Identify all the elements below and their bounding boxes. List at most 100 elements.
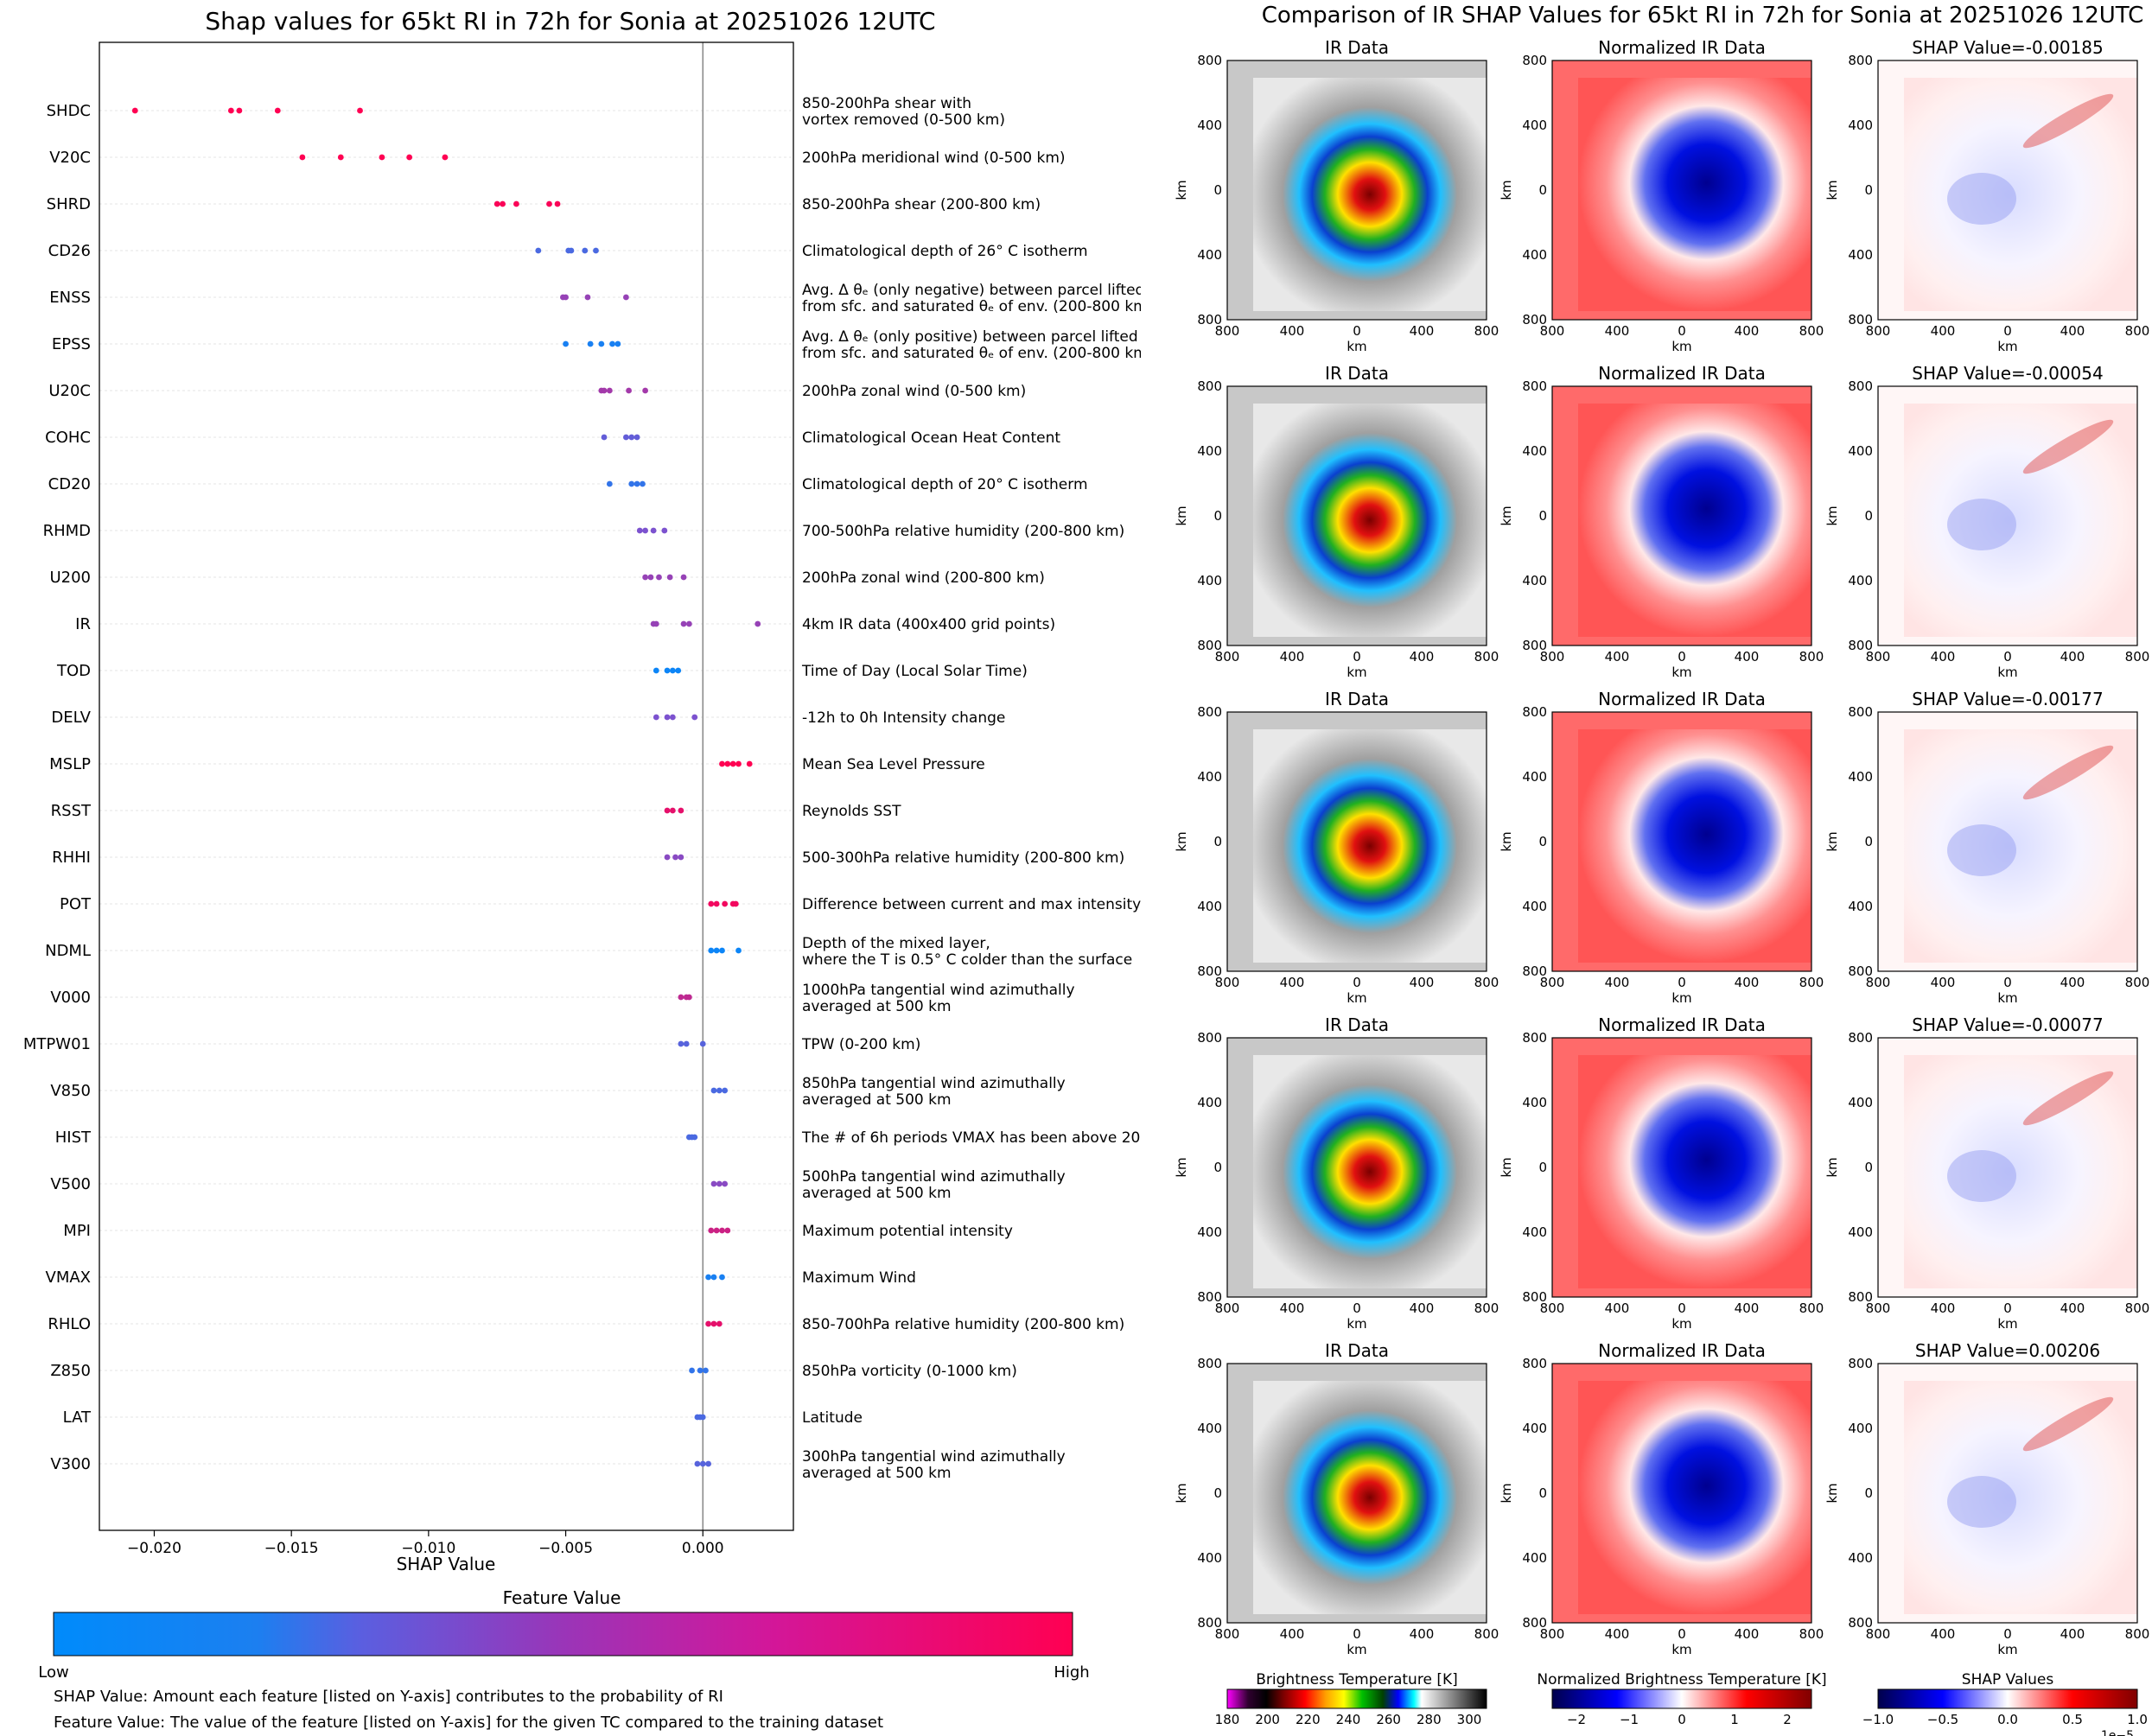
panel-title: IR Data bbox=[1325, 1340, 1389, 1361]
panel-x-tick: 800 bbox=[1799, 1626, 1824, 1642]
panel-frame bbox=[1551, 1363, 1812, 1624]
feature-code-label: V850 bbox=[50, 1082, 91, 1100]
panel-y-tick: 400 bbox=[1848, 769, 1873, 785]
panel-x-tick: 400 bbox=[1735, 1626, 1760, 1642]
panel-x-tick: 400 bbox=[1931, 1626, 1956, 1642]
panel-y-tick: 400 bbox=[1197, 1421, 1222, 1436]
feature-code-label: SHDC bbox=[47, 102, 91, 120]
panel-y-tick: 800 bbox=[1848, 963, 1873, 979]
ir-data-panel bbox=[1253, 78, 1487, 311]
feature-code-label: MTPW01 bbox=[23, 1035, 91, 1053]
shap-point bbox=[680, 574, 687, 581]
shap-point bbox=[236, 107, 243, 114]
shap-point bbox=[227, 107, 234, 114]
shap-point bbox=[669, 807, 676, 814]
normalized-ir-panel bbox=[1578, 1055, 1811, 1288]
shap-point bbox=[685, 994, 692, 1001]
panel-y-tick: 800 bbox=[1522, 1615, 1547, 1631]
shap-point bbox=[691, 1134, 698, 1141]
panel-x-tick: 800 bbox=[1474, 975, 1499, 990]
panel-x-label: km bbox=[1671, 665, 1691, 680]
shap-point bbox=[724, 1227, 731, 1234]
panel-title: SHAP Value=-0.00177 bbox=[1912, 689, 2103, 709]
panel-y-tick: 800 bbox=[1522, 1289, 1547, 1305]
shap-point bbox=[653, 667, 659, 674]
panel-y-tick: 0 bbox=[1538, 834, 1547, 849]
shap-point bbox=[647, 574, 654, 581]
ir-data-panel bbox=[1253, 1055, 1487, 1288]
panel-y-tick: 800 bbox=[1848, 638, 1873, 653]
shap-point bbox=[650, 527, 657, 534]
shap-point bbox=[606, 480, 613, 487]
colorbar-tick: 2 bbox=[1783, 1712, 1792, 1727]
panel-title: IR Data bbox=[1325, 689, 1389, 709]
panel-frame bbox=[1877, 60, 2138, 321]
panel-x-tick: 400 bbox=[1410, 323, 1435, 339]
panel-y-tick: 400 bbox=[1522, 247, 1547, 263]
feature-description: 700-500hPa relative humidity (200-800 km… bbox=[802, 523, 1124, 540]
shap-point bbox=[719, 1274, 725, 1281]
panel-title: SHAP Value=0.00206 bbox=[1915, 1340, 2100, 1361]
panel-y-tick: 800 bbox=[1848, 1289, 1873, 1305]
shap-map-panel bbox=[1904, 404, 2137, 637]
panel-y-tick: 800 bbox=[1848, 1030, 1873, 1046]
panel-x-tick: 800 bbox=[1540, 1300, 1565, 1316]
panel-x-label: km bbox=[1671, 1642, 1691, 1657]
panel-y-tick: 800 bbox=[1197, 963, 1222, 979]
colorbar-title: Feature Value bbox=[503, 1587, 621, 1608]
shap-point bbox=[636, 527, 643, 534]
panel-x-tick: 0 bbox=[1353, 975, 1361, 990]
panel-x-label: km bbox=[1671, 990, 1691, 1006]
feature-code-label: SHRD bbox=[47, 195, 91, 213]
panel-y-tick: 800 bbox=[1522, 1356, 1547, 1371]
x-tick-label: −0.020 bbox=[127, 1540, 181, 1557]
shap-point bbox=[614, 340, 621, 347]
shap-point bbox=[716, 1180, 723, 1187]
panel-y-label: km bbox=[1174, 180, 1189, 200]
panel-x-tick: 400 bbox=[1735, 649, 1760, 665]
shap-point bbox=[691, 714, 698, 721]
shap-point bbox=[274, 107, 281, 114]
shap-map-panel bbox=[1904, 1381, 2137, 1614]
feature-description: -12h to 0h Intensity change bbox=[802, 709, 1005, 727]
panel-y-tick: 400 bbox=[1197, 769, 1222, 785]
feature-description: 850-700hPa relative humidity (200-800 km… bbox=[802, 1316, 1124, 1333]
feature-description: 200hPa meridional wind (0-500 km) bbox=[802, 149, 1066, 167]
shap-point bbox=[622, 294, 629, 301]
colorbar-tick: 0.5 bbox=[2062, 1712, 2083, 1727]
ir-data-panel bbox=[1253, 404, 1487, 637]
colorbar-tick: 240 bbox=[1336, 1712, 1361, 1727]
panel-x-tick: 400 bbox=[2060, 323, 2085, 339]
panel-y-tick: 400 bbox=[1522, 573, 1547, 588]
panel-x-tick: 800 bbox=[2125, 975, 2150, 990]
panel-y-tick: 800 bbox=[1522, 638, 1547, 653]
feature-description: from sfc. and saturated θₑ of env. (200-… bbox=[802, 298, 1141, 315]
shap-blue-blob bbox=[1947, 499, 2016, 550]
shap-point bbox=[442, 154, 449, 161]
panel-x-tick: 0 bbox=[1353, 1626, 1361, 1642]
panel-x-tick: 800 bbox=[1474, 1300, 1499, 1316]
panel-x-tick: 800 bbox=[1866, 1300, 1891, 1316]
feature-code-label: RHMD bbox=[43, 522, 91, 540]
panel-y-tick: 400 bbox=[1522, 899, 1547, 914]
panel-y-label: km bbox=[1174, 831, 1189, 851]
shap-point bbox=[357, 107, 363, 114]
panel-y-label: km bbox=[1824, 831, 1840, 851]
panel-x-tick: 400 bbox=[1605, 323, 1630, 339]
feature-description: Maximum Wind bbox=[802, 1269, 916, 1287]
panel-y-tick: 800 bbox=[1197, 1289, 1222, 1305]
panel-x-tick: 0 bbox=[1353, 1300, 1361, 1316]
panel-x-tick: 800 bbox=[1866, 323, 1891, 339]
feature-code-label: Z850 bbox=[50, 1362, 91, 1380]
shap-point bbox=[746, 760, 753, 767]
panel-x-tick: 800 bbox=[1799, 323, 1824, 339]
feature-code-label: ENSS bbox=[49, 289, 91, 307]
panel-x-tick: 800 bbox=[1474, 1626, 1499, 1642]
x-tick-label: −0.005 bbox=[538, 1540, 593, 1557]
panel-frame bbox=[1226, 1037, 1487, 1298]
feature-description: 300hPa tangential wind azimuthally bbox=[802, 1448, 1066, 1466]
panel-x-tick: 0 bbox=[2003, 1626, 2012, 1642]
panel-y-tick: 800 bbox=[1197, 1030, 1222, 1046]
panel-y-tick: 800 bbox=[1522, 963, 1547, 979]
panel-y-tick: 800 bbox=[1848, 704, 1873, 720]
